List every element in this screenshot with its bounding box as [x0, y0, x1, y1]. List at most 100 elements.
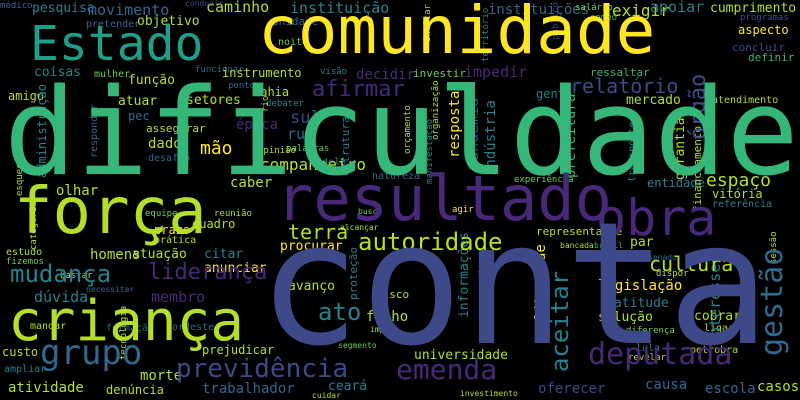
word-comunidade: comunidade: [258, 0, 656, 69]
word-assegurar: assegurar: [146, 122, 206, 135]
word-homens: homens: [90, 247, 141, 263]
word-resultado: resultado: [276, 162, 612, 235]
word-cultura: cultura: [649, 252, 734, 276]
word-escola: escola: [705, 381, 756, 397]
word-alcancar: alcançar: [340, 223, 379, 232]
word-companheiro: companheiro: [260, 155, 366, 174]
word-mandar: mandar: [30, 321, 67, 332]
word-revelar: revelar: [628, 353, 666, 363]
word-necessitar: necessitar: [86, 285, 135, 294]
word-agir: agir: [452, 205, 474, 215]
word-ceara: ceará: [328, 379, 368, 394]
word-impedir: impedir: [464, 63, 528, 81]
word-natureza: natureza: [372, 171, 421, 182]
word-gente: gente: [536, 87, 573, 101]
word-investir: investir: [413, 67, 466, 80]
word-senado: senado: [648, 253, 677, 262]
word-mercado: mercado: [626, 93, 681, 108]
word-bastar: bastar: [60, 271, 93, 281]
word-anunciar: anunciar: [204, 261, 267, 276]
word-setores: setores: [186, 93, 241, 108]
word-instituicoes: instituições: [488, 2, 590, 18]
word-pratica: prática: [154, 235, 197, 246]
word-entidade: entidade: [647, 176, 705, 190]
word-citar: citar: [204, 247, 244, 262]
word-forca: força: [14, 175, 207, 249]
word-duvida: dúvida: [34, 288, 89, 306]
word-oferecer: oferecer: [538, 381, 606, 397]
word-grupo: grupo: [40, 333, 143, 373]
word-segmento: segmento: [338, 341, 377, 350]
word-olhar: olhar: [56, 183, 99, 199]
word-bancada: bancada: [560, 241, 594, 250]
word-causa: causa: [645, 377, 688, 393]
word-nordeste: nordeste: [166, 322, 215, 333]
word-ampliar: ampliar: [4, 364, 47, 375]
word-busca: busca: [358, 207, 383, 216]
word-mudanca: mudança: [10, 260, 112, 288]
word-noite: noite: [278, 37, 309, 48]
word-crianca: criança: [8, 289, 245, 354]
word-movimento: movimento: [88, 1, 170, 19]
word-investimento: investimento: [460, 389, 518, 398]
word-formacao: formação: [106, 323, 155, 334]
word-casos: casos: [757, 379, 800, 395]
word-caber: caber: [230, 175, 273, 191]
word-pesquisa: pesquisa: [32, 1, 95, 16]
word-aspecto: aspecto: [738, 23, 789, 37]
word-atuacao: atuação: [132, 247, 187, 262]
word-pontos: pontos: [228, 81, 261, 91]
word-afirmar: afirmar: [312, 77, 405, 102]
word-coisas: coisas: [34, 65, 81, 80]
word-fizemos: fizemos: [6, 257, 44, 267]
word-brasil: brasil: [594, 241, 623, 250]
word-instituicao: instituição: [290, 0, 390, 17]
word-desafio: desafio: [148, 153, 191, 164]
word-deputada: deputada: [588, 337, 733, 372]
word-cumprimento: cumprimento: [710, 1, 797, 16]
word-opiniao: opinião: [258, 146, 296, 156]
word-denuncia: denúncia: [106, 383, 164, 397]
word-pec: pec: [128, 109, 150, 123]
word-sul: sul: [290, 108, 321, 128]
word-par: par: [630, 235, 654, 250]
word-membro: membro: [151, 288, 206, 306]
word-concluir: concluir: [732, 41, 785, 54]
word-previdencia: previdência: [176, 354, 349, 384]
word-morte: morte: [140, 368, 183, 384]
word-unidade: unidade: [272, 15, 319, 28]
word-palavras: palavras: [286, 144, 330, 154]
word-campo: campo: [590, 13, 618, 23]
word-atuar: atuar: [118, 94, 158, 109]
word-rua: rua: [287, 125, 315, 143]
word-impor: impor: [370, 325, 395, 334]
word-lideranca: liderança: [148, 260, 268, 285]
word-prejudicar: prejudicar: [202, 343, 275, 357]
word-amigo: amigo: [8, 89, 45, 103]
word-pretender: pretender: [86, 19, 141, 30]
word-mulher: mulher: [94, 69, 131, 80]
word-definir: definir: [748, 51, 795, 64]
word-terra: terra: [288, 220, 349, 244]
word-conduzir: conduzir: [185, 0, 224, 8]
word-modelo: modelo: [310, 157, 347, 168]
word-funcionar: funcionar: [195, 65, 244, 75]
word-autoridade: autoridade: [358, 228, 503, 256]
word-referencia: referência: [712, 199, 773, 210]
word-dificuldade: dificuldade: [4, 64, 799, 203]
word-decidir: decidir: [356, 67, 416, 83]
word-relatorio: relatório: [570, 74, 679, 98]
word-visao: visão: [320, 67, 348, 77]
word-risco: risco: [376, 288, 410, 301]
word-obra: obra: [596, 189, 717, 247]
word-dado: dado: [148, 136, 182, 152]
word-espaco: espaço: [706, 170, 772, 191]
word-petrobra: petrobra: [690, 345, 739, 356]
word-universidade: universidade: [414, 348, 508, 363]
word-vitoria: vitória: [712, 187, 763, 201]
word-exigir: exigir: [612, 1, 670, 20]
word-lula: lula: [636, 343, 661, 354]
word-atendimento: atendimento: [712, 95, 779, 106]
word-apoiar: apoiar: [650, 0, 705, 16]
